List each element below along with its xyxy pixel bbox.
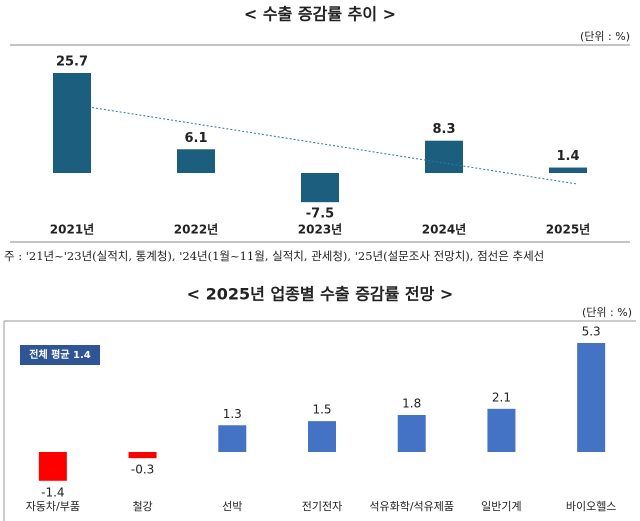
chart-title: < 2025년 업종별 수출 증감률 전망 >: [187, 285, 454, 304]
annotation-box: [20, 345, 100, 365]
value-label: 2.1: [492, 390, 511, 404]
bar: [218, 425, 247, 452]
bar: [425, 140, 463, 173]
value-label: 6.1: [184, 131, 207, 146]
x-tick-label: 철강: [132, 500, 152, 513]
value-label: -0.3: [131, 463, 154, 477]
bar: [549, 167, 587, 173]
x-tick-label: 선박: [222, 500, 242, 513]
value-label: -7.5: [306, 207, 334, 222]
bar: [177, 149, 215, 173]
footnote: 주 : '21년~'23년(실적치, 통계청), '24년(1월~11월, 실적…: [4, 249, 544, 263]
bar: [53, 73, 91, 173]
bar: [38, 452, 67, 481]
annotation: 전체 평균 1.4: [29, 348, 91, 361]
value-label: 1.8: [402, 396, 421, 410]
bar: [577, 343, 606, 452]
x-tick-label: 전기전자: [302, 500, 342, 513]
x-tick-label: 바이오헬스: [566, 500, 617, 513]
value-label: 25.7: [56, 55, 88, 70]
chart-title: < 수출 증감률 추이 >: [244, 5, 396, 24]
x-tick-label: 석유화학/석유제품: [369, 500, 454, 513]
x-tick-label: 2022년: [174, 223, 218, 237]
unit-label: (단위 : %): [582, 306, 632, 319]
bar: [301, 173, 339, 203]
x-tick-label: 2023년: [298, 223, 342, 237]
value-label: 1.5: [312, 403, 331, 417]
value-label: -1.4: [41, 485, 64, 499]
x-tick-label: 2024년: [422, 223, 466, 237]
x-tick-label: 2025년: [546, 223, 590, 237]
bar: [308, 421, 336, 452]
bar: [397, 414, 426, 452]
value-label: 1.4: [556, 149, 579, 164]
x-tick-label: 일반기계: [481, 499, 521, 513]
bar: [128, 452, 157, 459]
trend-line: [91, 107, 577, 185]
value-label: 8.3: [432, 122, 455, 137]
x-tick-label: 자동차/부품: [26, 500, 80, 513]
unit-label: (단위 : %): [580, 30, 630, 43]
value-label: 5.3: [582, 325, 601, 339]
bar: [487, 408, 516, 452]
value-label: 1.3: [223, 407, 242, 421]
x-tick-label: 2021년: [50, 223, 94, 237]
